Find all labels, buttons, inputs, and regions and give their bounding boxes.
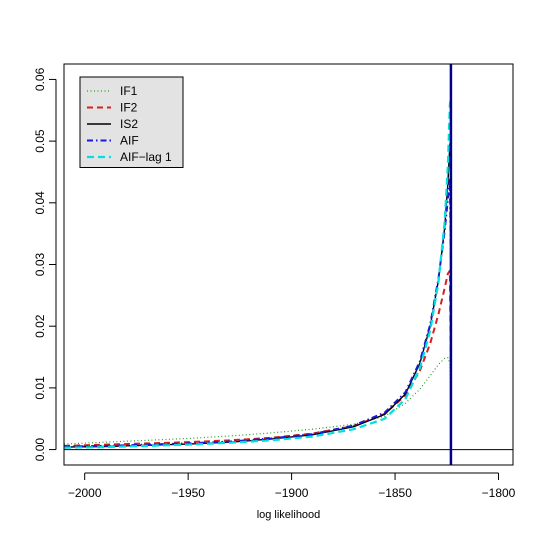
y-tick-label: 0.02 <box>33 314 47 338</box>
y-tick-label: 0.01 <box>33 376 47 400</box>
legend-label: IS2 <box>120 117 138 131</box>
y-tick-label: 0.06 <box>33 67 47 91</box>
legend-label: IF1 <box>120 84 138 98</box>
series-line-2 <box>63 269 452 447</box>
plot-area <box>63 63 514 466</box>
series-layer <box>63 97 453 449</box>
y-tick-label: 0.04 <box>33 191 47 215</box>
x-tick-label: −1950 <box>171 486 205 500</box>
series-line-1 <box>63 357 452 445</box>
legend-label: AIF <box>120 134 139 148</box>
y-tick-label: 0.00 <box>33 438 47 462</box>
y-tick-label: 0.05 <box>33 129 47 153</box>
series-line-4 <box>63 177 452 448</box>
y-axis: 0.00 0.01 0.02 0.03 0.04 0.05 0.06 <box>33 67 57 462</box>
legend-label: AIF−lag 1 <box>120 150 172 164</box>
x-tick-label: −1850 <box>378 486 412 500</box>
series-line-3 <box>63 140 452 448</box>
legend-box <box>79 76 184 168</box>
x-axis-title: log likelihood <box>257 509 321 521</box>
x-tick-label: −2000 <box>68 486 102 500</box>
legend: IF1 IF2 IS2 AIF AIF−lag 1 <box>79 76 184 168</box>
series-line-5 <box>63 97 453 449</box>
x-tick-label: −1900 <box>275 486 309 500</box>
y-tick-label: 0.03 <box>33 252 47 276</box>
plot-frame <box>63 63 514 466</box>
legend-label: IF2 <box>120 101 138 115</box>
x-axis: −2000 −1950 −1900 −1850 −1800 <box>68 472 516 500</box>
x-tick-label: −1800 <box>482 486 516 500</box>
